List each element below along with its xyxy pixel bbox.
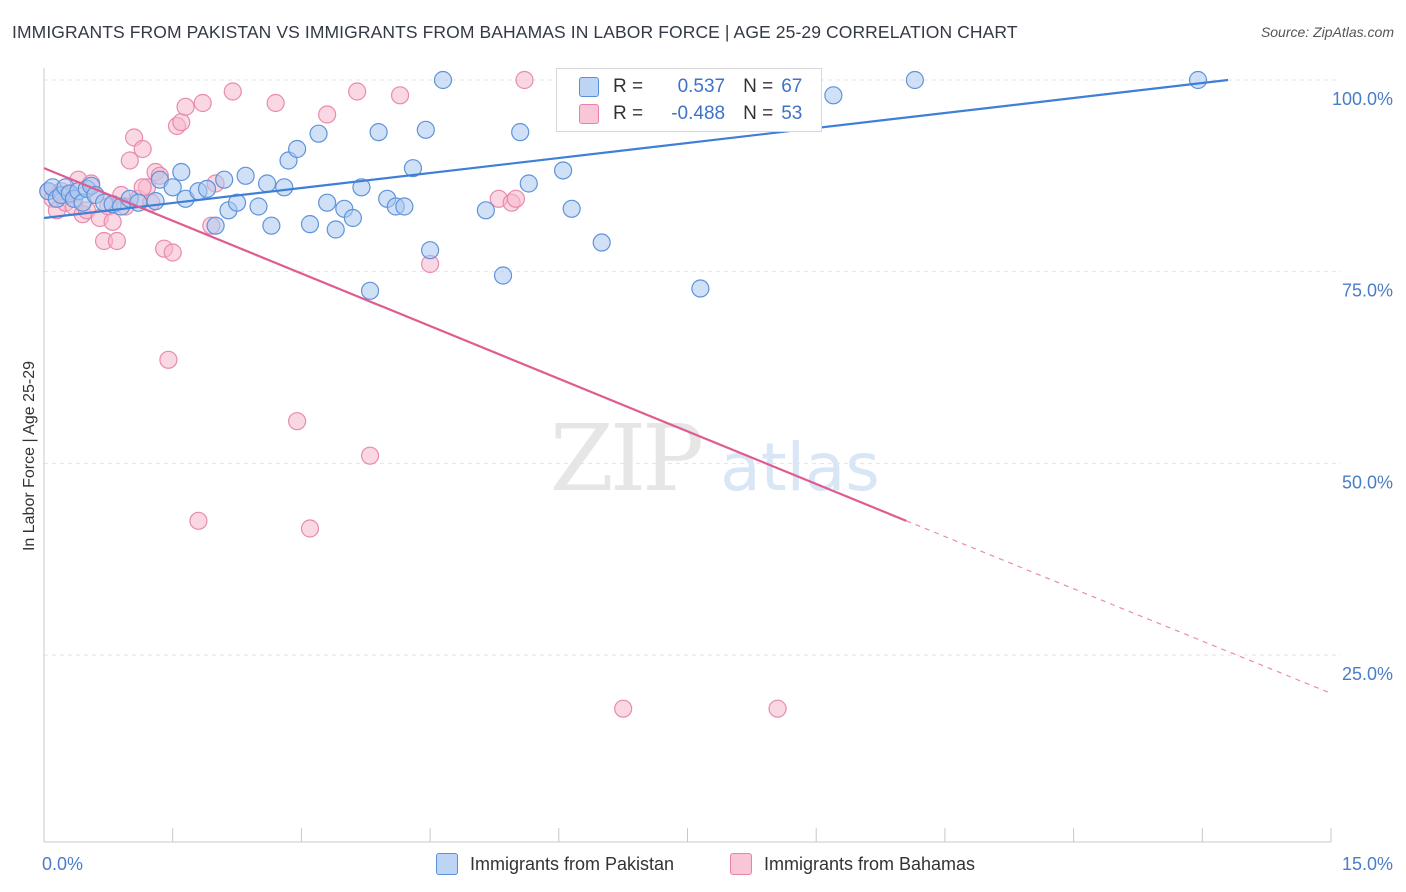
x-tick-label: 15.0% [1342, 854, 1393, 874]
pakistan-point [553, 161, 573, 180]
pakistan-point [416, 120, 435, 139]
bahamas-point [133, 139, 152, 159]
legend-n-pakistan: 67 [781, 76, 803, 97]
bahamas-point [266, 93, 285, 113]
pakistan-point [519, 174, 538, 193]
bahamas-point [390, 86, 410, 105]
bahamas-point [189, 511, 208, 530]
pakistan-point [343, 208, 362, 228]
bahamas-point [614, 699, 633, 718]
stats-legend: R = 0.537 N = 67 R = -0.488 N = 53 [556, 68, 822, 132]
pakistan-point [309, 124, 328, 143]
pakistan-point [163, 178, 182, 197]
pakistan-point [172, 162, 191, 182]
tick-labels: 25.0% 50.0% 75.0% 100.0% 0.0% 15.0% [42, 89, 1393, 874]
bahamas-point [176, 97, 195, 116]
y-tick-label: 100.0% [1332, 89, 1393, 109]
pakistan-point [493, 266, 513, 285]
pakistan-point [352, 178, 371, 197]
bahamas-point [120, 151, 139, 170]
pakistan-trend-line [43, 78, 1229, 220]
pakistan-point [275, 178, 294, 197]
legend-n-label: N = [743, 76, 774, 97]
pakistan-point [403, 159, 423, 178]
pakistan-point [206, 216, 225, 235]
bahamas-point [348, 82, 367, 101]
legend-r-bahamas: -0.488 [671, 103, 726, 124]
bahamas-point [159, 350, 178, 369]
pakistan-point [249, 197, 268, 216]
pakistan-point [511, 123, 530, 142]
chart-title: IMMIGRANTS FROM PAKISTAN VS IMMIGRANTS F… [12, 22, 1018, 42]
pakistan-point [146, 192, 165, 211]
watermark-zip: ZIP [550, 405, 701, 512]
pakistan-point [236, 166, 255, 185]
pakistan-point [257, 174, 277, 193]
bahamas-point [515, 70, 534, 90]
legend-row-bahamas: R = -0.488 N = 53 [579, 102, 802, 126]
legend-r-label: R = [613, 103, 644, 124]
bottom-legend-bahamas: Immigrants from Bahamas [730, 852, 975, 876]
pakistan-point [360, 281, 380, 300]
legend-swatch-pakistan [579, 77, 599, 97]
bahamas-point [103, 212, 122, 231]
bahamas-point [107, 231, 127, 251]
watermark-atlas: atlas [720, 429, 880, 506]
pakistan-points [39, 70, 1208, 300]
x-tick-label: 0.0% [42, 854, 83, 874]
bahamas-point [223, 82, 242, 101]
pakistan-point [1188, 70, 1208, 90]
bahamas-point [163, 243, 182, 262]
pakistan-point [197, 179, 217, 198]
pakistan-point [300, 215, 320, 234]
pakistan-point [215, 170, 234, 189]
pakistan-point [262, 216, 281, 235]
bahamas-point [360, 446, 380, 465]
y-tick-label: 75.0% [1342, 281, 1393, 301]
bottom-legend-label-bahamas: Immigrants from Bahamas [764, 853, 976, 874]
legend-n-bahamas: 53 [781, 103, 803, 124]
y-tick-label: 50.0% [1342, 472, 1393, 492]
pakistan-point [421, 241, 440, 260]
bottom-legend-pakistan: Immigrants from Pakistan [436, 852, 674, 876]
pakistan-point [288, 139, 307, 159]
grid-lines [44, 79, 1341, 656]
trend-lines [43, 78, 1332, 694]
bahamas-point [768, 699, 787, 718]
bahamas-trend-extension [906, 520, 1332, 694]
bottom-legend-swatch-pakistan [436, 853, 458, 875]
bottom-legend-swatch-bahamas [730, 853, 752, 875]
bahamas-point [506, 189, 526, 208]
legend-row-pakistan: R = 0.537 N = 67 [579, 75, 802, 99]
pakistan-point [326, 220, 345, 239]
bahamas-trend-line [43, 167, 907, 522]
legend-swatch-bahamas [579, 104, 599, 124]
bahamas-point [193, 93, 212, 113]
pakistan-point [905, 70, 924, 90]
pakistan-point [369, 123, 388, 142]
bottom-legend-label-pakistan: Immigrants from Pakistan [470, 853, 675, 874]
bahamas-point [300, 519, 320, 538]
bahamas-point [288, 412, 307, 431]
pakistan-point [395, 197, 414, 216]
pakistan-point [476, 201, 495, 220]
pakistan-point [691, 279, 710, 298]
legend-r-label: R = [613, 76, 644, 97]
pakistan-point [562, 199, 581, 218]
pakistan-point [592, 233, 611, 252]
y-tick-label: 25.0% [1342, 664, 1393, 684]
pakistan-point [824, 86, 843, 105]
source-label: Source: ZipAtlas.com [1260, 24, 1394, 40]
bahamas-point [318, 105, 337, 124]
pakistan-point [227, 193, 247, 212]
bahamas-point [172, 113, 191, 132]
pakistan-point [433, 70, 453, 90]
pakistan-point [318, 193, 337, 212]
watermark: ZIP atlas [550, 405, 880, 512]
legend-n-label: N = [743, 103, 774, 124]
legend-r-pakistan: 0.537 [677, 76, 726, 97]
